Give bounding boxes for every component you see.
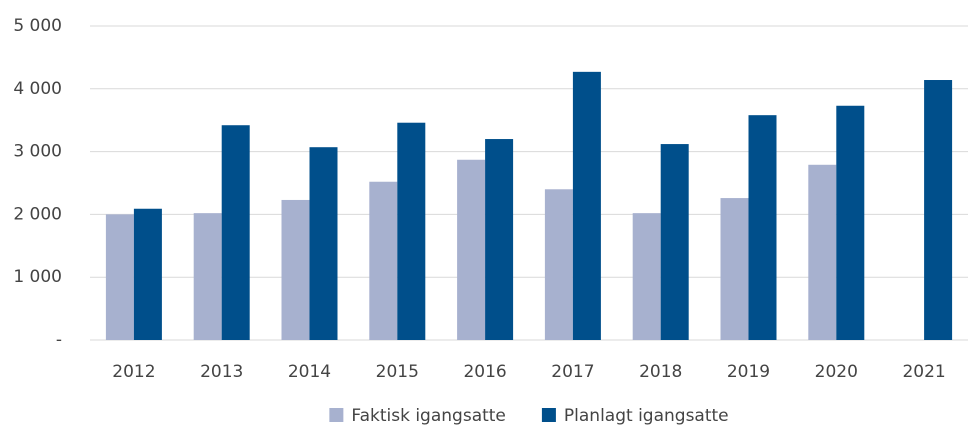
bar <box>369 181 398 340</box>
y-tick-label: 1 000 <box>13 267 62 287</box>
x-tick-label: 2020 <box>815 362 858 382</box>
bar <box>397 122 426 340</box>
y-tick-label: 4 000 <box>13 79 62 99</box>
legend-label: Faktisk igangsatte <box>351 406 506 426</box>
bar <box>748 115 777 341</box>
bar <box>544 189 573 340</box>
bar <box>808 164 837 340</box>
bar <box>836 105 865 340</box>
y-tick-label: - <box>56 330 62 350</box>
bar <box>193 213 222 340</box>
x-tick-label: 2013 <box>200 362 243 382</box>
x-tick-label: 2017 <box>551 362 594 382</box>
legend-swatch <box>329 408 344 422</box>
bar <box>924 80 953 341</box>
y-tick-label: 3 000 <box>13 142 62 162</box>
bar <box>632 213 661 340</box>
bar <box>572 71 601 341</box>
x-tick-label: 2018 <box>639 362 682 382</box>
bar <box>457 159 486 340</box>
x-tick-label: 2015 <box>376 362 419 382</box>
bar <box>309 147 338 340</box>
bar <box>133 208 162 340</box>
x-tick-label: 2019 <box>727 362 770 382</box>
bar <box>221 125 250 340</box>
y-tick-label: 2 000 <box>13 204 62 224</box>
x-tick-label: 2014 <box>288 362 331 382</box>
x-tick-label: 2021 <box>902 362 945 382</box>
bar <box>485 139 514 340</box>
bar <box>105 214 134 340</box>
bar <box>660 144 689 340</box>
legend-label: Planlagt igangsatte <box>564 406 729 426</box>
x-tick-label: 2012 <box>112 362 155 382</box>
bar <box>720 198 749 340</box>
x-tick-label: 2016 <box>463 362 506 382</box>
legend-swatch <box>541 408 556 422</box>
y-tick-label: 5 000 <box>13 16 62 36</box>
bar <box>281 199 310 340</box>
